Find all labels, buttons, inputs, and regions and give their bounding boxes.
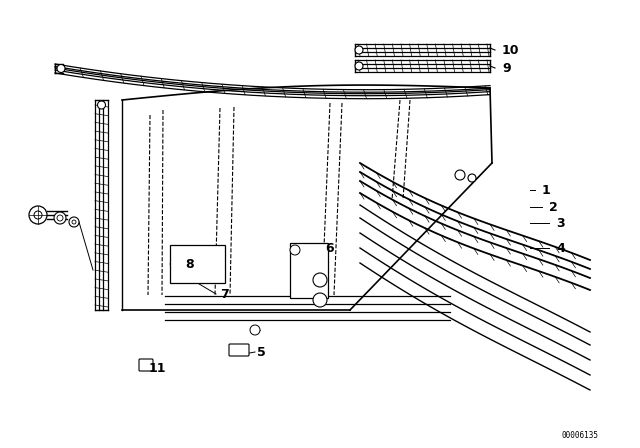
Circle shape [34, 211, 42, 219]
Circle shape [29, 206, 47, 224]
Circle shape [54, 212, 66, 224]
Circle shape [69, 217, 79, 227]
Circle shape [57, 65, 65, 73]
Bar [290, 243, 328, 298]
Text: 6: 6 [325, 241, 333, 254]
Circle shape [97, 101, 106, 109]
Circle shape [57, 215, 63, 221]
Circle shape [313, 273, 327, 287]
Circle shape [250, 325, 260, 335]
Text: 2: 2 [549, 201, 557, 214]
Text: 3: 3 [556, 216, 564, 229]
Text: 4: 4 [556, 241, 564, 254]
Text: 1: 1 [542, 184, 551, 197]
Bar [170, 245, 225, 283]
Circle shape [355, 46, 363, 54]
Circle shape [290, 245, 300, 255]
Circle shape [72, 220, 76, 224]
Text: 11: 11 [149, 362, 166, 375]
FancyBboxPatch shape [229, 344, 249, 356]
Circle shape [455, 170, 465, 180]
Text: 7: 7 [220, 288, 228, 301]
Circle shape [355, 62, 363, 70]
Circle shape [468, 174, 476, 182]
Text: 5: 5 [257, 345, 266, 358]
FancyBboxPatch shape [139, 359, 153, 371]
Circle shape [313, 293, 327, 307]
Text: 9: 9 [502, 61, 511, 74]
Text: 8: 8 [185, 258, 194, 271]
Text: 10: 10 [502, 43, 520, 56]
Text: 00006135: 00006135 [561, 431, 598, 440]
